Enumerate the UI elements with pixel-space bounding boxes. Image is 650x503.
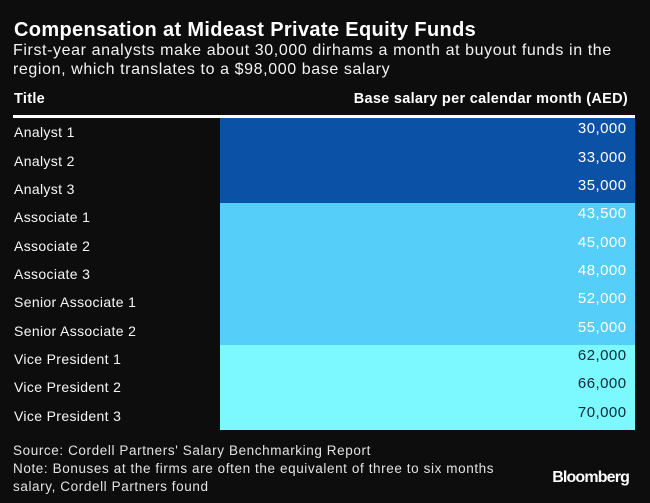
table-row: Vice President 3 70,000 (0, 401, 650, 430)
row-title: Analyst 2 (14, 152, 75, 169)
salary-value: 66,000 (577, 375, 627, 393)
row-title: Analyst 1 (14, 124, 75, 141)
salary-bar-analyst: 35,000 (220, 174, 635, 204)
footer: Source: Cordell Partners' Salary Benchma… (13, 442, 494, 496)
row-title: Vice President 3 (14, 407, 122, 424)
row-title: Senior Associate 1 (14, 294, 137, 311)
footnote-line-2: salary, Cordell Partners found (13, 479, 209, 494)
salary-table: Analyst 1 30,000 Analyst 2 33,000 Analyst 3 3… (0, 118, 650, 430)
chart-subtitle: First-year analysts make about 30,000 di… (13, 42, 612, 79)
salary-value: 45,000 (577, 233, 627, 251)
salary-value: 48,000 (577, 261, 627, 279)
table-row: Analyst 2 33,000 (0, 146, 650, 175)
table-row: Associate 2 45,000 (0, 231, 650, 260)
salary-bar-analyst: 30,000 (220, 118, 635, 147)
row-title: Vice President 1 (14, 351, 122, 368)
salary-bar-associate: 52,000 (220, 288, 635, 317)
row-title: Associate 2 (14, 237, 91, 254)
salary-bar-associate: 55,000 (220, 316, 635, 345)
source-note: Source: Cordell Partners' Salary Benchma… (13, 443, 371, 458)
table-row: Analyst 1 30,000 (0, 118, 650, 147)
salary-value: 30,000 (577, 120, 627, 138)
chart-subtitle-line-1: First-year analysts make about 30,000 di… (13, 42, 612, 59)
chart-subtitle-line-2: region, which translates to a $98,000 ba… (13, 60, 391, 78)
salary-bar-associate: 45,000 (220, 231, 635, 260)
salary-bar-associate: 43,500 (220, 203, 635, 232)
salary-bar-analyst: 33,000 (220, 146, 635, 175)
salary-value: 62,000 (577, 347, 627, 365)
table-row: Vice President 2 66,000 (0, 373, 650, 402)
salary-value: 70,000 (577, 403, 627, 421)
bloomberg-logo: Bloomberg (552, 469, 630, 486)
table-row: Analyst 3 35,000 (0, 174, 650, 204)
row-title: Senior Associate 2 (14, 322, 137, 339)
salary-bar-vp: 66,000 (220, 373, 635, 402)
column-header-salary: Base salary per calendar month (AED) (353, 91, 628, 107)
table-row: Senior Associate 2 55,000 (0, 316, 650, 345)
footnote-line-1: Note: Bonuses at the firms are often the… (13, 461, 495, 476)
row-title: Vice President 2 (14, 379, 122, 396)
salary-value: 35,000 (577, 176, 627, 194)
salary-bar-associate: 48,000 (220, 259, 635, 289)
chart-title: Compensation at Mideast Private Equity F… (14, 19, 477, 41)
table-row: Associate 1 43,500 (0, 203, 650, 232)
salary-bar-vp: 62,000 (220, 344, 635, 374)
row-title: Associate 3 (14, 265, 91, 282)
table-row: Associate 3 48,000 (0, 259, 650, 289)
table-row: Senior Associate 1 52,000 (0, 288, 650, 317)
column-headers: Title Base salary per calendar month (AE… (14, 91, 635, 107)
column-header-title: Title (14, 91, 46, 107)
salary-bar-vp: 70,000 (220, 401, 635, 430)
row-title: Associate 1 (14, 209, 91, 226)
row-title: Analyst 3 (14, 180, 75, 197)
table-row: Vice President 1 62,000 (0, 344, 650, 374)
salary-value: 33,000 (577, 148, 627, 166)
salary-value: 55,000 (577, 318, 627, 336)
salary-value: 52,000 (577, 290, 627, 308)
salary-value: 43,500 (577, 205, 627, 223)
header-rule (13, 115, 635, 118)
